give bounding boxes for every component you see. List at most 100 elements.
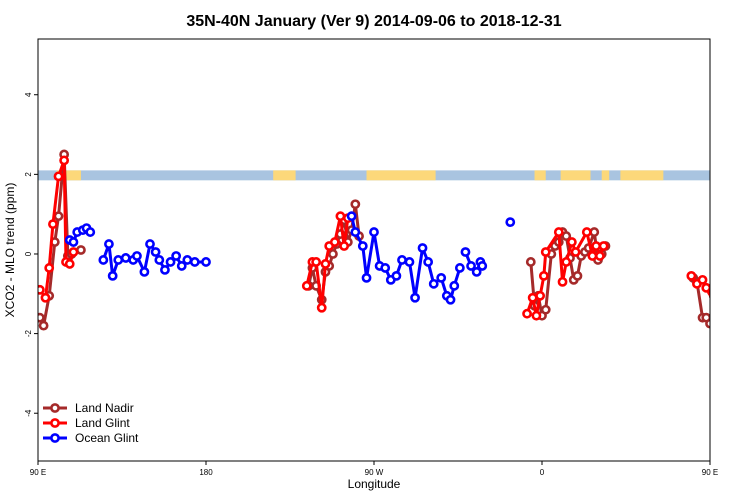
series-land-glint bbox=[38, 155, 743, 321]
x-tick-label: 180 bbox=[199, 468, 213, 477]
series-ocean-glint bbox=[64, 211, 750, 305]
data-point bbox=[729, 234, 736, 241]
data-point bbox=[697, 274, 708, 285]
data-point bbox=[449, 280, 460, 291]
x-tick-label: 0 bbox=[540, 468, 545, 477]
data-point bbox=[165, 257, 176, 267]
data-point bbox=[553, 227, 564, 237]
land-band-segment bbox=[273, 170, 296, 181]
land-band-segment bbox=[534, 170, 546, 181]
data-point bbox=[572, 270, 583, 281]
data-point bbox=[535, 290, 546, 301]
data-point bbox=[587, 251, 598, 261]
series-line bbox=[732, 228, 750, 242]
data-point bbox=[718, 211, 725, 218]
data-point bbox=[454, 263, 465, 273]
data-point bbox=[339, 241, 350, 251]
data-point bbox=[171, 251, 182, 261]
x-tick-label: 90 W bbox=[365, 468, 384, 477]
data-point bbox=[712, 264, 719, 271]
data-point bbox=[522, 308, 532, 319]
data-point bbox=[145, 239, 155, 249]
data-point bbox=[320, 259, 331, 269]
data-point bbox=[357, 241, 368, 251]
data-point bbox=[40, 292, 51, 303]
data-point bbox=[428, 278, 439, 289]
data-point bbox=[436, 272, 447, 283]
data-point bbox=[594, 251, 605, 261]
data-point bbox=[734, 238, 741, 245]
data-point bbox=[716, 219, 723, 226]
data-point bbox=[139, 266, 150, 277]
data-point bbox=[708, 292, 710, 299]
land-band-segment bbox=[366, 170, 436, 181]
legend-swatch-marker bbox=[50, 418, 60, 428]
data-point bbox=[68, 247, 79, 257]
series-line bbox=[525, 230, 606, 318]
data-point bbox=[346, 211, 357, 222]
data-point bbox=[160, 265, 170, 275]
data-point bbox=[350, 199, 361, 210]
data-point bbox=[132, 251, 142, 261]
legend-label: Ocean Glint bbox=[75, 431, 139, 445]
data-point bbox=[107, 270, 118, 281]
land-band-segment bbox=[620, 170, 664, 181]
data-point bbox=[104, 239, 114, 249]
data-point bbox=[53, 171, 64, 182]
data-point bbox=[744, 226, 750, 233]
legend-item: Ocean Glint bbox=[43, 431, 139, 445]
data-point bbox=[736, 226, 743, 233]
land-band-segment bbox=[560, 170, 591, 181]
data-point bbox=[525, 257, 536, 267]
x-axis-label: Longitude bbox=[348, 477, 401, 491]
data-point bbox=[176, 261, 187, 271]
data-point bbox=[566, 237, 577, 247]
data-point bbox=[85, 227, 96, 237]
data-point bbox=[723, 151, 730, 158]
data-point bbox=[404, 257, 415, 267]
data-point bbox=[727, 256, 734, 263]
data-point bbox=[477, 261, 488, 271]
y-tick-label: 0 bbox=[24, 251, 33, 256]
data-point bbox=[113, 255, 124, 265]
data-point bbox=[706, 287, 710, 297]
data-point bbox=[150, 247, 161, 257]
data-point bbox=[201, 257, 211, 267]
data-point bbox=[44, 263, 55, 273]
data-point bbox=[53, 211, 64, 222]
data-point bbox=[460, 247, 471, 257]
data-point bbox=[589, 227, 600, 237]
data-point bbox=[686, 270, 697, 281]
data-point bbox=[727, 250, 734, 257]
data-point bbox=[527, 292, 538, 303]
data-point bbox=[361, 272, 372, 283]
data-point bbox=[410, 292, 420, 303]
data-point bbox=[311, 257, 322, 267]
legend-swatch-marker bbox=[50, 403, 60, 413]
data-point bbox=[471, 266, 482, 277]
data-point bbox=[723, 157, 730, 164]
y-tick-label: -2 bbox=[24, 330, 33, 338]
data-point bbox=[417, 243, 428, 253]
data-point bbox=[98, 255, 109, 265]
data-point bbox=[189, 257, 200, 267]
data-point bbox=[731, 260, 738, 267]
data-point bbox=[59, 155, 70, 166]
data-point bbox=[561, 257, 572, 267]
data-point bbox=[570, 247, 581, 257]
data-point bbox=[540, 304, 551, 315]
data-point bbox=[369, 227, 379, 237]
data-point bbox=[76, 245, 86, 255]
x-tick-label: 90 E bbox=[30, 468, 46, 477]
data-point bbox=[714, 238, 721, 245]
data-point bbox=[581, 227, 592, 237]
data-point bbox=[316, 302, 327, 313]
land-band-segment bbox=[601, 170, 610, 181]
series-layer bbox=[38, 149, 750, 331]
data-point bbox=[350, 227, 361, 237]
y-tick-label: 4 bbox=[24, 92, 33, 97]
data-point bbox=[38, 284, 45, 295]
data-point bbox=[48, 219, 58, 230]
